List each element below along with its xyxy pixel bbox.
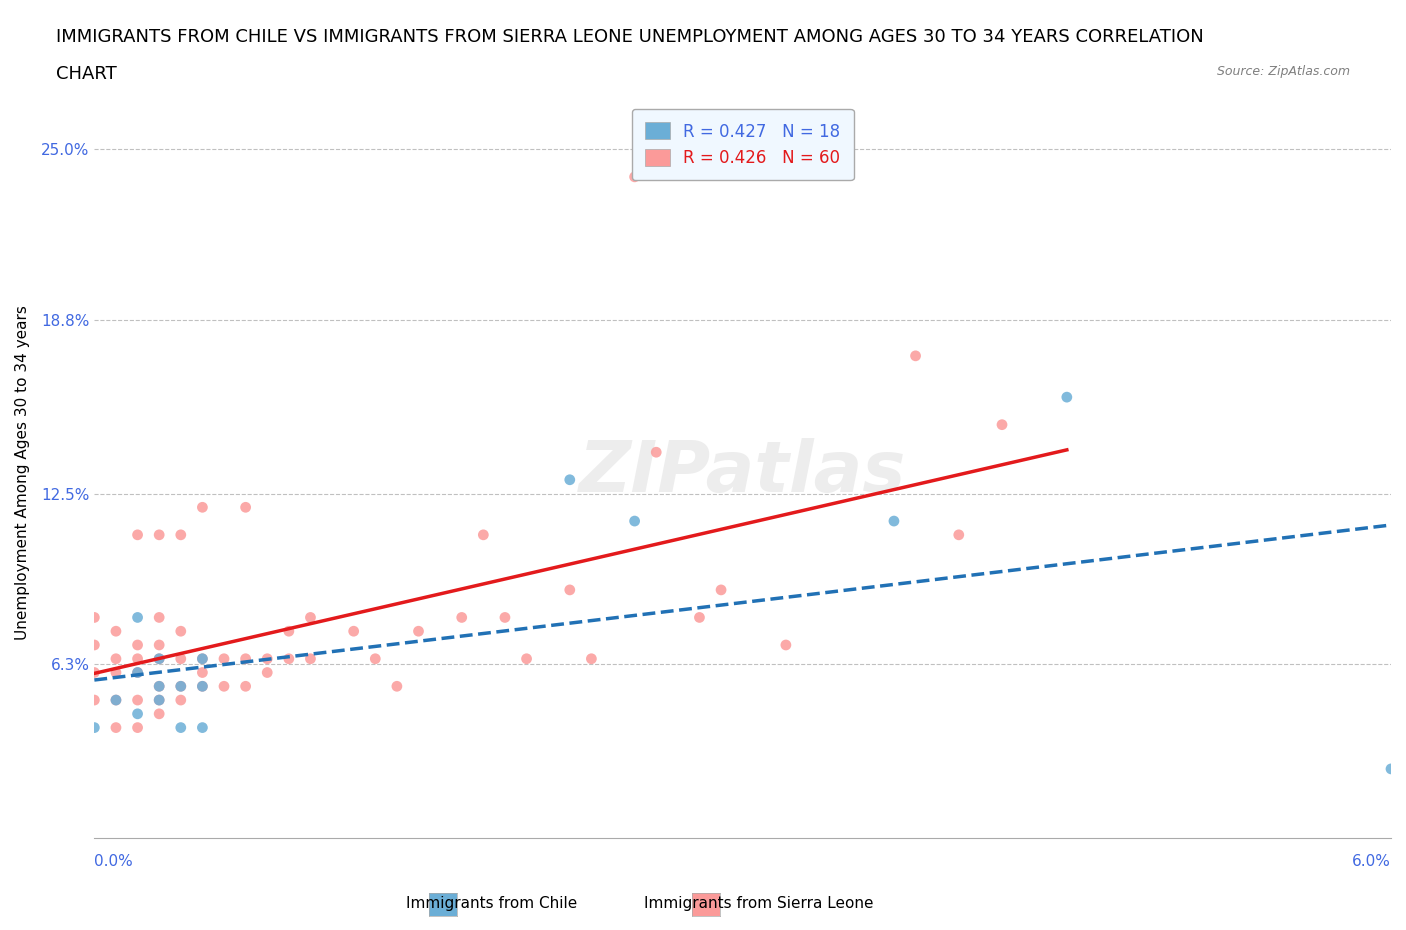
Point: [104, 651, 127, 666]
Point: [148, 610, 170, 625]
Point: [127, 693, 149, 708]
Point: [127, 651, 149, 666]
Point: [148, 679, 170, 694]
Text: CHART: CHART: [56, 65, 117, 83]
Point: [364, 651, 387, 666]
Point: [277, 651, 299, 666]
Point: [104, 665, 127, 680]
Point: [170, 527, 193, 542]
Point: [343, 624, 366, 639]
Text: 6.0%: 6.0%: [1353, 854, 1391, 869]
Point: [127, 527, 149, 542]
Point: [148, 527, 170, 542]
Point: [645, 445, 668, 459]
Point: [408, 624, 430, 639]
Point: [688, 610, 710, 625]
Point: [104, 624, 127, 639]
Point: [235, 679, 257, 694]
Point: [191, 651, 214, 666]
Point: [170, 624, 193, 639]
Text: ZIPatlas: ZIPatlas: [579, 438, 907, 508]
Point: [148, 707, 170, 722]
Point: [127, 665, 149, 680]
Point: [212, 651, 235, 666]
Point: [1379, 762, 1402, 777]
Point: [127, 707, 149, 722]
Point: [191, 665, 214, 680]
Point: [558, 472, 581, 487]
Point: [148, 679, 170, 694]
Point: [623, 513, 645, 528]
Text: Immigrants from Chile: Immigrants from Chile: [406, 897, 578, 911]
Point: [494, 610, 516, 625]
Point: [127, 665, 149, 680]
Point: [148, 693, 170, 708]
Point: [299, 651, 322, 666]
Point: [191, 651, 214, 666]
Point: [191, 679, 214, 694]
Point: [235, 651, 257, 666]
Point: [775, 638, 797, 653]
Point: [127, 638, 149, 653]
Point: [235, 499, 257, 514]
Text: Immigrants from Sierra Leone: Immigrants from Sierra Leone: [644, 897, 875, 911]
Point: [948, 527, 970, 542]
Point: [83, 693, 105, 708]
Point: [256, 665, 278, 680]
Point: [170, 651, 193, 666]
Point: [450, 610, 472, 625]
Point: [170, 720, 193, 735]
Point: [104, 693, 127, 708]
Y-axis label: Unemployment Among Ages 30 to 34 years: Unemployment Among Ages 30 to 34 years: [15, 305, 30, 641]
Text: Source: ZipAtlas.com: Source: ZipAtlas.com: [1216, 65, 1350, 78]
Point: [191, 499, 214, 514]
Point: [385, 679, 408, 694]
Point: [212, 679, 235, 694]
Point: [277, 624, 299, 639]
Point: [170, 693, 193, 708]
Point: [472, 527, 495, 542]
Point: [148, 651, 170, 666]
Point: [581, 651, 603, 666]
Point: [558, 582, 581, 597]
Point: [104, 693, 127, 708]
Text: 0.0%: 0.0%: [94, 854, 134, 869]
Point: [83, 638, 105, 653]
Legend: R = 0.427   N = 18, R = 0.426   N = 60: R = 0.427 N = 18, R = 0.426 N = 60: [631, 109, 853, 180]
Point: [904, 349, 927, 364]
Point: [191, 679, 214, 694]
Point: [710, 582, 733, 597]
Point: [1056, 390, 1078, 405]
Point: [127, 610, 149, 625]
Point: [148, 651, 170, 666]
Point: [256, 651, 278, 666]
Point: [170, 679, 193, 694]
Point: [148, 693, 170, 708]
Point: [83, 720, 105, 735]
Text: IMMIGRANTS FROM CHILE VS IMMIGRANTS FROM SIERRA LEONE UNEMPLOYMENT AMONG AGES 30: IMMIGRANTS FROM CHILE VS IMMIGRANTS FROM…: [56, 28, 1204, 46]
Point: [623, 169, 645, 184]
Point: [148, 638, 170, 653]
Point: [83, 610, 105, 625]
Point: [170, 679, 193, 694]
Point: [516, 651, 538, 666]
Point: [991, 418, 1014, 432]
Point: [83, 665, 105, 680]
Point: [191, 720, 214, 735]
Point: [883, 513, 905, 528]
Point: [104, 720, 127, 735]
Point: [127, 720, 149, 735]
Point: [299, 610, 322, 625]
